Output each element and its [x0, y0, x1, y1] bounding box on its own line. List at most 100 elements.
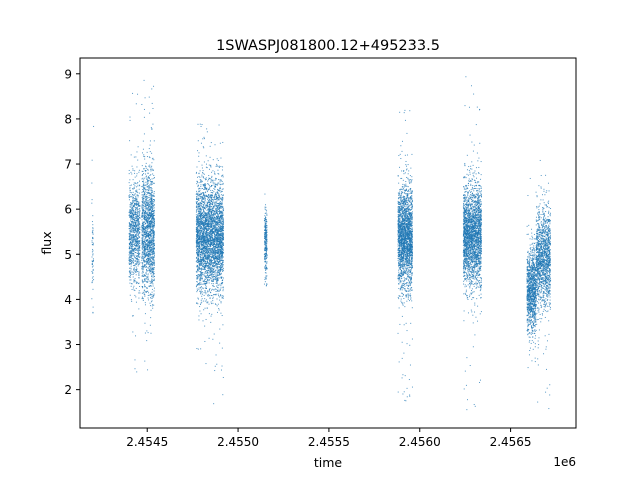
data-point [149, 193, 151, 195]
data-point [142, 186, 144, 188]
data-point [200, 181, 202, 183]
data-point [131, 192, 133, 194]
data-point [203, 243, 205, 245]
data-point [91, 251, 93, 253]
data-point [143, 108, 145, 110]
data-point [217, 247, 219, 249]
data-point [208, 279, 210, 281]
data-point [143, 260, 145, 262]
data-point [210, 225, 212, 227]
data-point [147, 273, 149, 275]
data-point [133, 199, 135, 201]
data-point [147, 211, 149, 213]
data-point [204, 196, 206, 198]
data-point [212, 192, 214, 194]
data-point [201, 254, 203, 256]
data-point [210, 197, 212, 198]
data-point [136, 215, 138, 217]
data-point [150, 234, 152, 236]
data-point [212, 256, 214, 258]
data-point [133, 260, 135, 262]
data-point [146, 239, 148, 241]
data-point [141, 279, 143, 281]
data-point [205, 235, 207, 237]
data-point [210, 268, 212, 270]
data-point [152, 169, 154, 171]
data-point [148, 248, 150, 250]
data-point [211, 261, 212, 263]
data-point [147, 241, 149, 243]
data-point [210, 233, 212, 235]
data-point [153, 221, 155, 223]
data-point [216, 234, 218, 236]
data-point [142, 235, 144, 237]
data-point [132, 242, 134, 244]
data-point [132, 223, 134, 225]
data-point [207, 218, 209, 220]
data-point [135, 233, 137, 235]
data-point [216, 195, 218, 197]
data-point [150, 270, 152, 272]
data-point [221, 265, 223, 267]
data-point [147, 172, 149, 174]
data-point [204, 200, 206, 202]
data-point [153, 263, 155, 265]
data-point [129, 216, 131, 218]
data-point [141, 269, 143, 271]
data-point [214, 219, 216, 221]
data-point [150, 259, 152, 261]
data-point [150, 273, 152, 275]
data-point [144, 205, 146, 207]
data-point [207, 204, 209, 206]
data-point [142, 196, 144, 198]
data-point [129, 232, 131, 234]
data-point [143, 173, 145, 175]
data-point [149, 204, 151, 206]
data-point [196, 348, 198, 350]
data-point [153, 219, 155, 220]
data-point [141, 266, 143, 268]
data-point [197, 270, 199, 272]
data-point [198, 215, 200, 217]
data-point [144, 294, 146, 296]
data-point [215, 261, 217, 263]
data-point [213, 294, 215, 296]
data-point [92, 224, 94, 226]
data-point [152, 195, 154, 197]
data-point [206, 249, 208, 251]
data-point [147, 209, 149, 211]
data-point [91, 240, 93, 242]
data-point [135, 213, 137, 215]
data-point [152, 246, 153, 248]
data-point [141, 256, 143, 258]
data-point [204, 226, 206, 228]
data-point [143, 229, 145, 231]
data-point [196, 243, 198, 245]
data-point [201, 181, 203, 183]
data-point [132, 216, 134, 218]
data-point [139, 240, 141, 242]
data-point [202, 259, 204, 261]
data-point [197, 238, 199, 240]
data-point [219, 260, 221, 262]
data-point [152, 246, 154, 248]
data-point [133, 262, 135, 264]
data-point [134, 185, 136, 187]
data-point [147, 202, 149, 204]
data-point [135, 224, 137, 226]
data-point [196, 302, 198, 304]
data-point [145, 230, 147, 232]
data-point [212, 254, 214, 256]
data-point [145, 203, 147, 205]
data-point [219, 234, 221, 236]
data-point [206, 228, 208, 230]
data-point [138, 192, 140, 194]
data-point [146, 253, 148, 255]
data-point [132, 215, 134, 217]
data-point [132, 221, 134, 223]
data-point [217, 225, 219, 227]
data-point [132, 238, 134, 240]
data-point [130, 209, 132, 210]
data-point [144, 226, 146, 228]
data-point [218, 221, 220, 223]
